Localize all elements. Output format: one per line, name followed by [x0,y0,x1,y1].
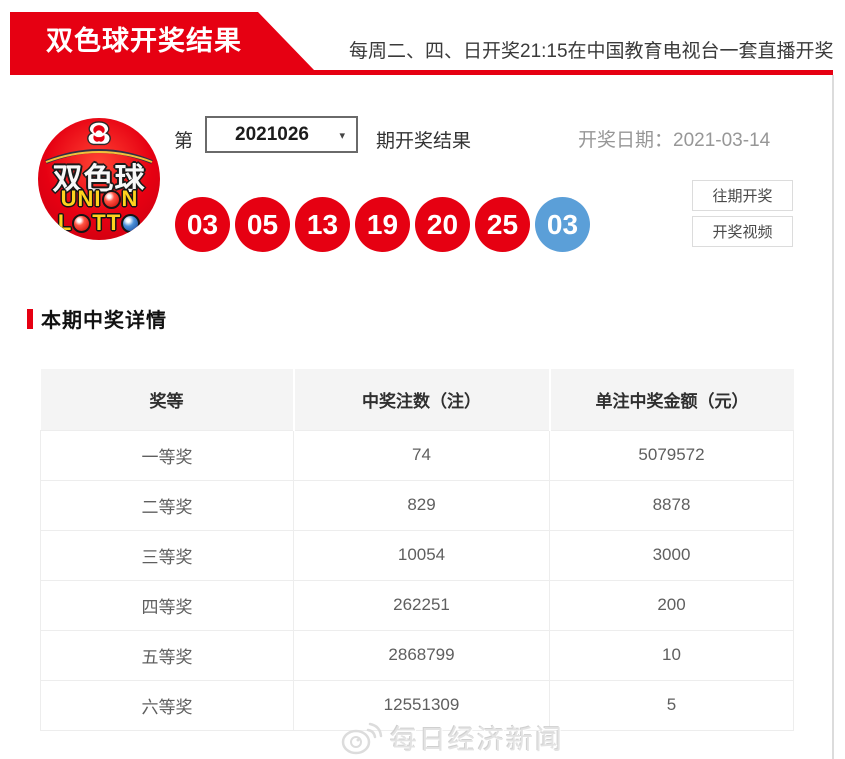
header-subtitle: 每周二、四、日开奖21:15在中国教育电视台一套直播开奖 [349,41,834,62]
page-title: 双色球开奖结果 [46,26,242,56]
table-row: 二等奖 829 8878 [40,479,794,531]
prize-tier-cell: 五等奖 [40,629,294,681]
red-ball: 05 [235,197,290,252]
winning-numbers: 03 05 13 19 20 25 03 [175,197,590,252]
red-ball: 19 [355,197,410,252]
logo-red-ball-icon [101,189,121,209]
logo-letter: I [94,186,101,211]
draw-date-value: 2021-03-14 [673,130,771,151]
prize-amount-cell: 5 [549,679,794,731]
logo-letter: L [57,210,72,235]
winner-count-cell: 829 [293,479,550,531]
section-title: 本期中奖详情 [27,304,167,333]
prize-amount-cell: 3000 [549,529,794,581]
prize-amount-cell: 200 [549,579,794,631]
red-ball: 25 [475,197,530,252]
table-row: 六等奖 12551309 5 [40,679,794,731]
nbd-weibo-icon [341,722,383,754]
welfare-lottery-emblem-icon [87,121,111,146]
prize-amount-cell: 8878 [549,479,794,531]
logo-blue-ball-icon [121,213,141,233]
winner-count-cell: 2868799 [293,629,550,681]
watermark-text: 每日经济新闻 [390,725,564,755]
past-draws-button[interactable]: 往期开奖 [692,180,793,211]
red-ball: 13 [295,197,350,252]
logo-letter: T [92,210,106,235]
prize-amount-cell: 10 [549,629,794,681]
draw-date-label: 开奖日期： [578,130,674,151]
prize-tier-cell: 六等奖 [40,679,294,731]
prize-tier-cell: 二等奖 [40,479,294,531]
blue-ball: 03 [535,197,590,252]
winner-count-cell: 12551309 [293,679,550,731]
logo-letter: U [60,186,77,211]
period-select[interactable]: 2021026 ▾ [205,116,358,153]
prize-tier-cell: 四等奖 [40,579,294,631]
period-suffix-label: 期开奖结果 [376,131,472,152]
draw-video-button[interactable]: 开奖视频 [692,216,793,247]
logo-cn-text: 双色球 [52,163,146,196]
logo-letter: T [106,210,121,235]
content-right-border [832,75,834,759]
period-prefix-label: 第 [174,131,194,152]
winner-count-cell: 262251 [293,579,550,631]
col-header-prize-tier: 奖等 [40,369,294,430]
table-row: 四等奖 262251 200 [40,579,794,631]
winner-count-cell: 10054 [293,529,550,581]
col-header-winner-count: 中奖注数（注） [292,369,550,430]
table-row: 一等奖 74 5079572 [40,429,794,481]
prize-tier-cell: 一等奖 [40,429,294,481]
draw-date: 开奖日期：2021-03-14 [578,125,770,152]
prize-amount-cell: 5079572 [549,429,794,481]
prize-table: 奖等 中奖注数（注） 单注中奖金额（元） 一等奖 74 5079572 二等奖 … [40,369,794,731]
logo-red-ball-icon [72,213,92,233]
prize-tier-cell: 三等奖 [40,529,294,581]
winner-count-cell: 74 [293,429,550,481]
red-ball: 03 [175,197,230,252]
col-header-prize-amount: 单注中奖金额（元） [548,369,794,430]
table-header-row: 奖等 中奖注数（注） 单注中奖金额（元） [40,369,794,430]
logo-letter: N [121,186,138,211]
section-title-text: 本期中奖详情 [41,310,167,332]
period-select-value: 2021026 [235,124,309,145]
red-accent-bar [27,308,33,329]
table-row: 五等奖 2868799 10 [40,629,794,681]
table-row: 三等奖 10054 3000 [40,529,794,581]
header-underline [10,70,833,75]
logo-arc-decoration [45,149,153,164]
watermark: 每日经济新闻 [338,718,564,757]
header-banner: 双色球开奖结果 [10,12,314,70]
chevron-down-icon: ▾ [339,130,345,142]
red-ball: 20 [415,197,470,252]
logo-letter: N [77,186,94,211]
